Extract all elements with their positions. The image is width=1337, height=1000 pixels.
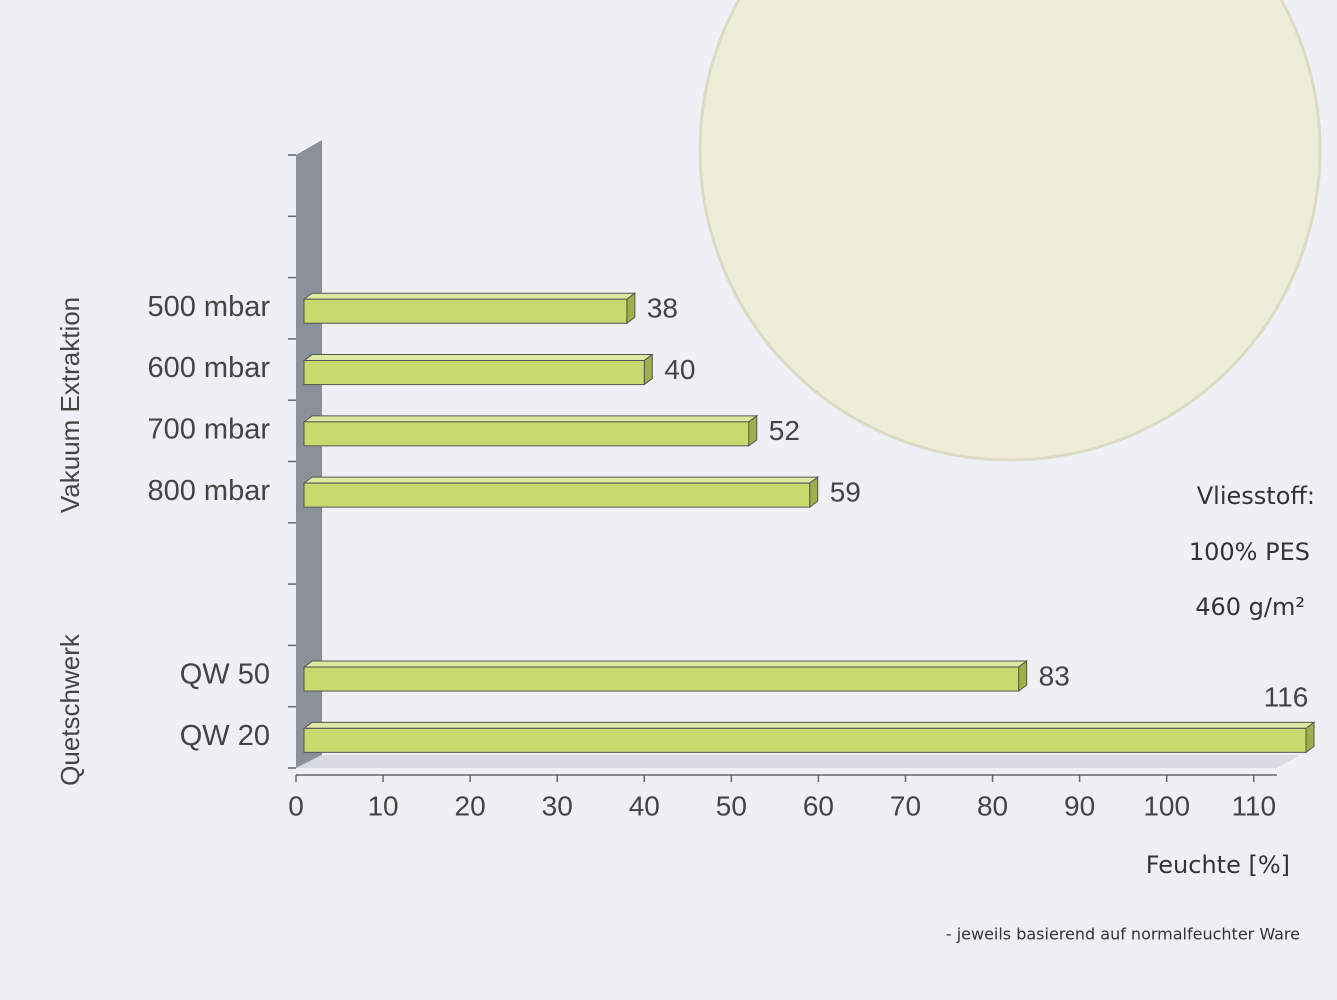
bar-end [626, 292, 636, 325]
bar-top [302, 415, 759, 423]
value-label: 38 [647, 293, 678, 324]
bar-end [809, 476, 819, 509]
bar [303, 298, 628, 324]
bar-top [302, 354, 654, 362]
bar-end [748, 414, 758, 447]
x-axis-title: Feuchte [%] [1146, 851, 1290, 879]
x-tick-label: 40 [629, 790, 660, 821]
x-tick-label: 100 [1143, 790, 1190, 821]
y-tick-label: 800 mbar [147, 475, 270, 507]
bar [303, 482, 811, 508]
footnote: - jeweils basierend auf normalfeuchter W… [946, 925, 1300, 944]
y-tick-label: 600 mbar [147, 352, 270, 384]
value-label: 52 [769, 415, 800, 446]
bar [303, 727, 1307, 753]
bar-end [1018, 660, 1028, 693]
bar [303, 360, 645, 386]
x-tick-label: 90 [1064, 790, 1095, 821]
y-tick-label: QW 20 [180, 720, 270, 752]
x-tick-label: 80 [977, 790, 1008, 821]
bar-top [302, 476, 820, 484]
value-label: 59 [830, 477, 861, 508]
x-tick-label: 110 [1231, 790, 1276, 821]
bar-top [302, 721, 1316, 729]
y-tick-label: 500 mbar [147, 291, 270, 323]
annotation: Vliesstoff: [1197, 482, 1315, 510]
x-tick-label: 70 [890, 790, 921, 821]
fabric-sample [698, 0, 1322, 462]
x-tick-label: 0 [288, 790, 304, 821]
x-tick-label: 50 [716, 790, 747, 821]
group-label: Quetschwerk [55, 633, 85, 786]
annotation: 460 g/m² [1195, 593, 1305, 621]
bar-end [643, 353, 653, 386]
value-label: 83 [1039, 660, 1070, 691]
bar [303, 421, 750, 447]
value-label: 40 [664, 354, 695, 385]
group-label: Vakuum Extraktion [55, 297, 85, 513]
bar-end [1305, 721, 1315, 754]
x-tick-label: 60 [803, 790, 834, 821]
value-label: 116 [1264, 682, 1309, 713]
x-tick-label: 20 [455, 790, 486, 821]
axis-floor [296, 755, 1300, 768]
bar-top [302, 660, 1029, 668]
x-tick-label: 30 [542, 790, 573, 821]
annotation: 100% PES [1189, 538, 1310, 566]
y-tick-label: QW 50 [180, 659, 270, 691]
bar [303, 666, 1020, 692]
y-tick-label: 700 mbar [147, 414, 270, 446]
bar-top [302, 292, 637, 300]
x-tick-label: 10 [367, 790, 398, 821]
